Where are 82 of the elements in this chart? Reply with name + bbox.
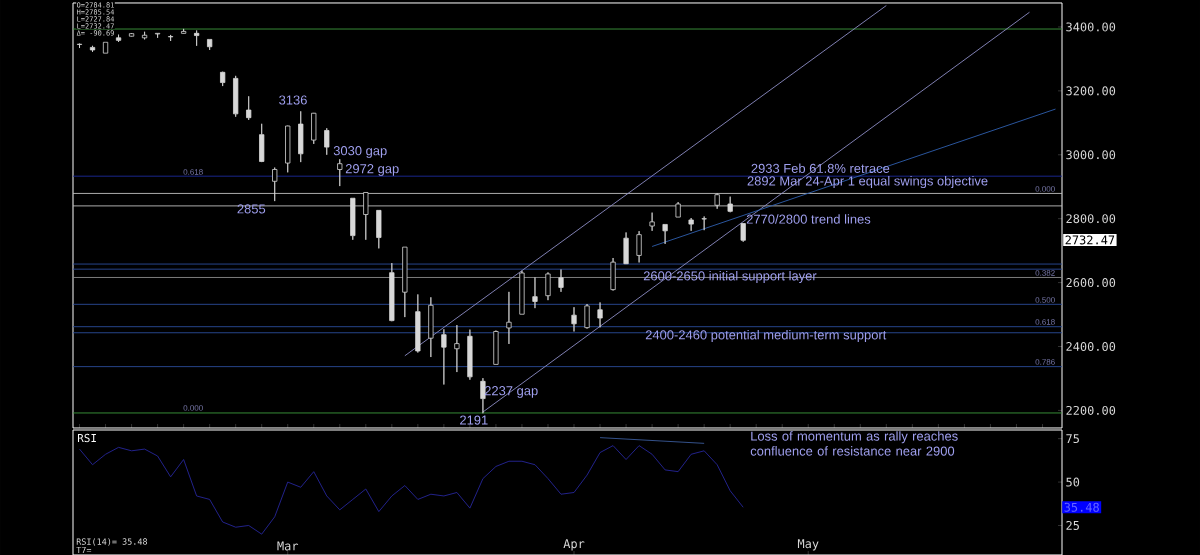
candlestick: [207, 39, 213, 51]
candlestick: [272, 167, 278, 202]
candlestick: [168, 34, 174, 42]
x-tick-label: Apr: [563, 539, 585, 551]
y-tick-label: 25: [1066, 520, 1079, 530]
candlestick: [740, 222, 746, 243]
y-tick-label: 3400.00: [1066, 22, 1116, 32]
candlestick: [233, 75, 239, 118]
candlestick: [350, 197, 356, 241]
candlestick: [467, 329, 473, 381]
annotation: 2400-2460 potential medium-term support: [645, 329, 887, 343]
candlestick: [402, 246, 408, 318]
y-tick-label: 2800.00: [1066, 214, 1116, 224]
candlestick: [428, 296, 434, 358]
candlestick: [727, 196, 733, 213]
chart-title: RSI: [77, 433, 96, 443]
candlestick: [623, 232, 629, 265]
y-tick-label: 3200.00: [1066, 86, 1116, 96]
annotation: 2972 gap: [345, 164, 399, 176]
annotation: 2770/2800 trend lines: [746, 214, 871, 224]
annotation: 2600-2650 initial support layer: [643, 270, 817, 284]
candlestick: [649, 212, 655, 232]
x-tick-label: May: [797, 539, 819, 551]
y-tick-label: 75: [1066, 434, 1079, 444]
annotation: 2855: [237, 204, 266, 214]
candlestick: [259, 123, 265, 163]
annotation: 35.48: [1064, 502, 1099, 512]
candlestick: [545, 271, 551, 301]
annotation: 3030 gap: [333, 146, 387, 158]
candlestick: [128, 32, 135, 37]
candlestick: [701, 216, 707, 231]
candlestick: [220, 71, 226, 87]
candlestick: [714, 193, 720, 210]
x-tick-label: Mar: [277, 541, 299, 551]
candlestick: [115, 34, 122, 43]
candlestick: [324, 127, 330, 156]
candlestick: [506, 291, 512, 345]
candlestick: [154, 32, 161, 39]
annotation: 3136: [279, 95, 307, 105]
candlestick: [610, 257, 616, 291]
candlestick: [662, 224, 668, 245]
candlestick: [376, 209, 382, 249]
candlestick: [571, 306, 577, 332]
annotation: RSI(14)= 35.48: [76, 538, 148, 546]
text: 2732.47: [1065, 235, 1115, 245]
annotation: T7=: [76, 546, 92, 554]
y-tick-label: 2600.00: [1066, 278, 1116, 288]
annotation: 2933 Feb 61.8% retrace: [751, 163, 890, 173]
candlestick: [519, 270, 525, 315]
candlestick: [194, 30, 200, 47]
candlestick: [480, 377, 486, 414]
candlestick: [493, 330, 499, 365]
candlestick: [558, 269, 564, 293]
annotation: Loss of momentum as rally reaches confluence of resistance near 2900: [750, 431, 958, 456]
candlestick: [441, 328, 447, 385]
candlestick: [675, 201, 681, 218]
y-tick-label: 50: [1066, 477, 1080, 487]
candlestick: [597, 302, 603, 328]
y-tick-label: 2400.00: [1066, 341, 1116, 352]
candlestick: [285, 125, 291, 173]
annotation: 2892 Mar 24-Apr 1 equal swings objective: [747, 176, 988, 189]
annotation: 2191: [460, 415, 488, 425]
candlestick: [532, 277, 538, 309]
candlestick: [181, 28, 187, 35]
candlestick: [454, 324, 460, 373]
candlestick: [584, 303, 590, 330]
candlestick: [363, 191, 369, 241]
candlestick: [298, 110, 304, 163]
annotation: 2237 gap: [484, 386, 538, 398]
line-series: [79, 445, 744, 535]
candlestick: [246, 95, 252, 121]
candlestick: [636, 230, 642, 263]
y-tick-label: 3000.00: [1066, 150, 1116, 160]
candlestick: [415, 294, 421, 353]
candlestick: [337, 158, 343, 187]
candlestick: [311, 112, 317, 145]
candlestick: [102, 41, 109, 54]
candlestick: [89, 45, 96, 53]
y-tick-label: 2200.00: [1066, 405, 1116, 415]
candlestick: [688, 217, 694, 232]
candlestick: [389, 262, 395, 322]
candlestick: [141, 31, 148, 40]
